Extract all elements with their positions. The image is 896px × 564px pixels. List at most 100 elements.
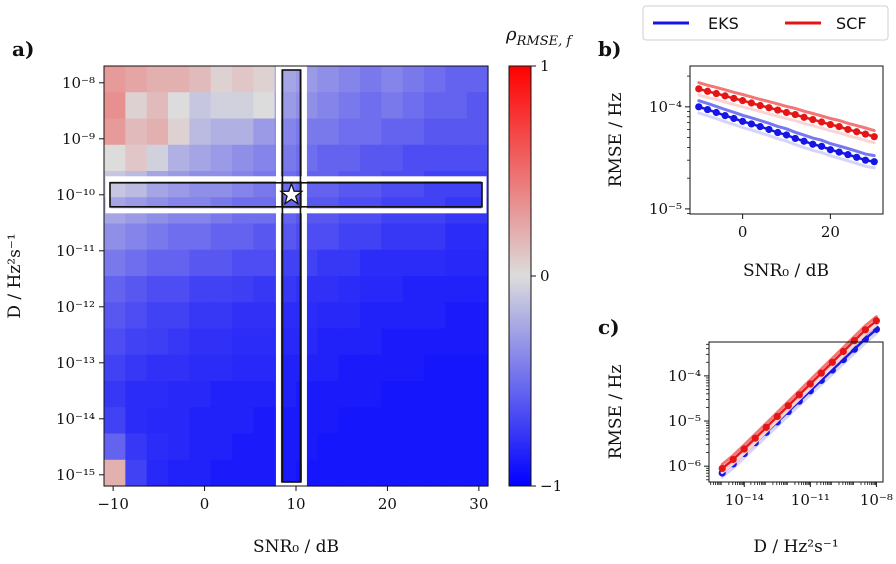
- heatmap-cell: [317, 66, 340, 93]
- heatmap-cell: [360, 381, 382, 408]
- heatmap-cell: [466, 276, 489, 303]
- heatmap-cell: [125, 354, 148, 382]
- heatmap-cell: [466, 354, 489, 382]
- heatmap-cell: [168, 276, 190, 303]
- heatmap-cell: [317, 381, 340, 408]
- panel-b-data-point: [730, 94, 738, 102]
- heatmap-cell: [210, 171, 233, 198]
- heatmap-cell: [232, 459, 254, 487]
- heatmap-cell: [338, 302, 361, 330]
- heatmap-cell: [424, 249, 446, 277]
- panel-b-data-point: [712, 89, 720, 98]
- heatmap-cell: [360, 407, 382, 435]
- heatmap-cell: [402, 223, 425, 251]
- panel-b-data-point: [703, 105, 712, 114]
- heatmap-cell: [168, 144, 190, 172]
- heatmap-cell: [168, 302, 190, 330]
- heatmap-cell: [360, 328, 382, 356]
- heatmap-cell: [445, 381, 468, 408]
- panel-b-shadow-line: [697, 93, 876, 145]
- heatmap-cell: [146, 249, 169, 277]
- heatmap-cell: [125, 276, 148, 303]
- heatmap-cell: [424, 171, 446, 198]
- heatmap-cell: [125, 144, 148, 172]
- panel-c-data-point: [751, 434, 759, 442]
- heatmap-cell: [338, 249, 361, 277]
- heatmap-cell: [125, 302, 148, 330]
- panel-c-data-point: [795, 391, 803, 399]
- heatmap-cell: [104, 92, 126, 120]
- heatmap-cell: [296, 381, 318, 408]
- panel-b-x-tick-label: 0: [738, 223, 748, 241]
- heatmap-y-tick-label: 10⁻¹⁵: [56, 466, 95, 484]
- heatmap-cell: [146, 302, 169, 330]
- heatmap-y-tick-label: 10⁻⁸: [62, 74, 95, 92]
- heatmap-cell: [168, 92, 190, 120]
- heatmap-cell: [466, 381, 489, 408]
- heatmap-cell: [168, 459, 190, 487]
- heatmap-cell: [168, 433, 190, 461]
- heatmap-cell: [146, 92, 169, 120]
- panel-b-data-point: [695, 103, 703, 111]
- heatmap-cell: [189, 171, 212, 198]
- colorbar-tick-label: 0: [540, 267, 550, 285]
- heatmap-cell: [189, 223, 212, 251]
- heatmap-cell: [125, 92, 148, 120]
- heatmap-cell: [360, 171, 382, 198]
- heatmap-cell: [232, 328, 254, 356]
- heatmap-cell: [210, 302, 233, 330]
- heatmap-cell: [168, 407, 190, 435]
- panel-b-axes: 0 20 10⁻⁵ 10⁻⁴: [649, 75, 840, 241]
- heatmap-cell: [381, 459, 404, 487]
- heatmap-y-tick-label: 10⁻¹⁴: [56, 410, 95, 428]
- heatmap-cell: [146, 381, 169, 408]
- panel-c-y-tick-label: 10⁻⁶: [668, 457, 701, 475]
- heatmap-cell: [424, 118, 446, 146]
- panel-b-y-label: RMSE / Hz: [606, 93, 626, 188]
- panel-b-data-point: [756, 123, 764, 131]
- heatmap-cell: [424, 66, 446, 93]
- heatmap-cell: [253, 92, 276, 120]
- heatmap-cell: [189, 302, 212, 330]
- panel-c-data-point: [872, 317, 880, 325]
- heatmap-cell: [424, 92, 446, 120]
- heatmap-cell: [402, 66, 425, 93]
- panel-c-y-label: RMSE / Hz: [606, 365, 626, 460]
- heatmap-cell: [424, 302, 446, 330]
- panel-b-x-label: SNR₀ / dB: [743, 261, 829, 281]
- heatmap-cell: [381, 92, 404, 120]
- heatmap-cell: [338, 407, 361, 435]
- heatmap-cell: [232, 118, 254, 146]
- heatmap-cell: [381, 354, 404, 382]
- heatmap-cell: [402, 144, 425, 172]
- panel-c-data-point: [729, 455, 737, 464]
- heatmap-cell: [253, 459, 276, 487]
- heatmap-cell: [189, 328, 212, 356]
- panel-c-data-point: [850, 337, 858, 345]
- heatmap-cell: [360, 354, 382, 382]
- heatmap-cell: [445, 223, 468, 251]
- heatmap-cell: [317, 459, 340, 487]
- heatmap-cell: [232, 381, 254, 408]
- heatmap-cell: [317, 302, 340, 330]
- heatmap-cell: [466, 223, 489, 251]
- heatmap-cell: [125, 381, 148, 408]
- heatmap-cell: [210, 118, 233, 146]
- panel-b-data-point: [695, 85, 703, 93]
- panel-b-data-point: [739, 97, 747, 105]
- heatmap-cell: [104, 407, 126, 435]
- heatmap-cell: [104, 459, 126, 487]
- heatmap-cell: [146, 328, 169, 356]
- heatmap-cell: [189, 249, 212, 277]
- panel-b-plot: [695, 81, 878, 170]
- heatmap-cell: [317, 354, 340, 382]
- panel-b-data-point: [712, 108, 720, 117]
- heatmap-cell: [189, 66, 212, 93]
- heatmap-cell: [210, 433, 233, 461]
- panel-c-data-point: [828, 358, 836, 366]
- heatmap-cell: [445, 144, 468, 172]
- panel-label-c: c): [598, 315, 620, 339]
- heatmap-cell: [402, 354, 425, 382]
- highlight-column-halo: [275, 64, 307, 488]
- panel-b-data-point: [870, 133, 878, 141]
